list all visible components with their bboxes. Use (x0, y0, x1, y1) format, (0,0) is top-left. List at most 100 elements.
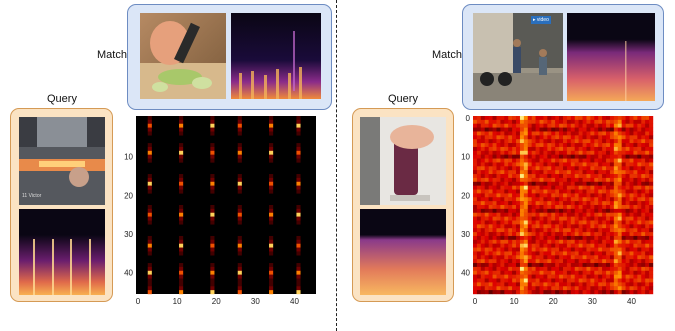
heatmap-cell (210, 243, 215, 248)
heatmap-cell (269, 116, 274, 121)
heatmap-cell (613, 290, 618, 295)
heatmap-cell (637, 116, 642, 121)
heatmap-cell (543, 286, 548, 291)
heatmap-cell (527, 278, 532, 283)
heatmap-cell (649, 266, 654, 271)
heatmap-cell (582, 259, 587, 264)
heatmap-cell (586, 228, 591, 233)
heatmap-cell (527, 270, 532, 275)
heatmap-cell (582, 166, 587, 171)
heatmap-cell (488, 139, 493, 144)
heatmap-cell (617, 158, 622, 163)
heatmap-cell (523, 282, 528, 287)
heatmap-cell (602, 174, 607, 179)
heatmap-cell (598, 208, 603, 213)
heatmap-cell (645, 232, 650, 237)
heatmap-cell (570, 177, 575, 182)
heatmap-cell (613, 116, 618, 121)
heatmap-cell (512, 255, 517, 260)
heatmap-cell (547, 216, 552, 221)
heatmap-cell (625, 263, 630, 268)
heatmap-cell (535, 274, 540, 279)
heatmap-cell (237, 247, 242, 252)
heatmap-cell (480, 170, 485, 175)
heatmap-cell (594, 131, 599, 136)
heatmap-cell (492, 247, 497, 252)
heatmap-cell (473, 162, 478, 167)
heatmap-cell (606, 270, 611, 275)
heatmap-cell (512, 290, 517, 295)
heatmap-cell (476, 270, 482, 275)
heatmap-cell (586, 197, 591, 202)
heatmap-cell (633, 205, 638, 210)
heatmap-cell (539, 201, 544, 206)
heatmap-cell (606, 119, 611, 124)
heatmap-cell (484, 185, 489, 190)
heatmap-cell (645, 259, 650, 264)
heatmap-cell (625, 174, 630, 179)
heatmap-cell (637, 162, 642, 167)
heatmap-cell (641, 266, 646, 271)
heatmap-cell (633, 177, 638, 182)
heatmap-cell (625, 247, 630, 252)
heatmap-cell (613, 220, 618, 225)
x-tick-label: 40 (627, 297, 636, 306)
heatmap-cell (590, 116, 595, 121)
heatmap-cell (598, 232, 603, 237)
heatmap-cell (617, 131, 622, 136)
heatmap-cell (551, 143, 556, 148)
heatmap-cell (629, 208, 634, 213)
heatmap-cell (555, 119, 560, 124)
heatmap-cell (637, 197, 642, 202)
heatmap-cell (527, 228, 532, 233)
heatmap-cell (641, 150, 646, 155)
heatmap-cell (625, 243, 630, 248)
heatmap-cell (621, 166, 626, 171)
heatmap-cell (527, 154, 532, 159)
left-match-spectrogram (231, 13, 321, 99)
heatmap-cell (637, 185, 642, 190)
heatmap-cell (504, 146, 509, 152)
heatmap-cell (613, 131, 618, 136)
heatmap-cell (641, 263, 646, 268)
heatmap-cell (582, 278, 587, 283)
heatmap-cell (500, 251, 505, 256)
heatmap-cell (629, 243, 634, 248)
heatmap-cell (531, 177, 536, 182)
heatmap-cell (625, 270, 630, 275)
heatmap-cell (637, 127, 642, 132)
heatmap-cell (582, 235, 587, 241)
heatmap-cell (606, 239, 611, 244)
heatmap-cell (606, 247, 611, 252)
heatmap-cell (594, 274, 599, 279)
heatmap-cell (621, 135, 626, 140)
heatmap-cell (488, 146, 493, 152)
heatmap-cell (504, 139, 509, 144)
heatmap-cell (637, 189, 642, 194)
left-query-photo-caption: 11 Victor (22, 193, 42, 199)
heatmap-cell (551, 228, 556, 233)
heatmap-cell (539, 135, 544, 140)
heatmap-cell (547, 162, 552, 167)
heatmap-cell (147, 251, 152, 256)
heatmap-cell (555, 181, 560, 186)
heatmap-cell (539, 259, 544, 264)
heatmap-cell (637, 255, 642, 260)
heatmap-cell (609, 243, 615, 248)
heatmap-cell (613, 189, 618, 194)
heatmap-cell (535, 170, 540, 175)
heatmap-cell (504, 181, 509, 186)
heatmap-cell (296, 131, 301, 136)
heatmap-cell (496, 212, 501, 217)
heatmap-cell (574, 247, 579, 252)
heatmap-cell (625, 185, 630, 190)
heatmap-cell (586, 243, 591, 248)
heatmap-cell (519, 143, 525, 148)
heatmap-cell (563, 197, 568, 202)
heatmap-cell (492, 243, 497, 248)
heatmap-cell (543, 189, 548, 194)
heatmap-cell (531, 131, 536, 136)
heatmap-cell (473, 127, 478, 132)
heatmap-cell (147, 278, 152, 283)
y-tick-label: 20 (461, 191, 470, 200)
